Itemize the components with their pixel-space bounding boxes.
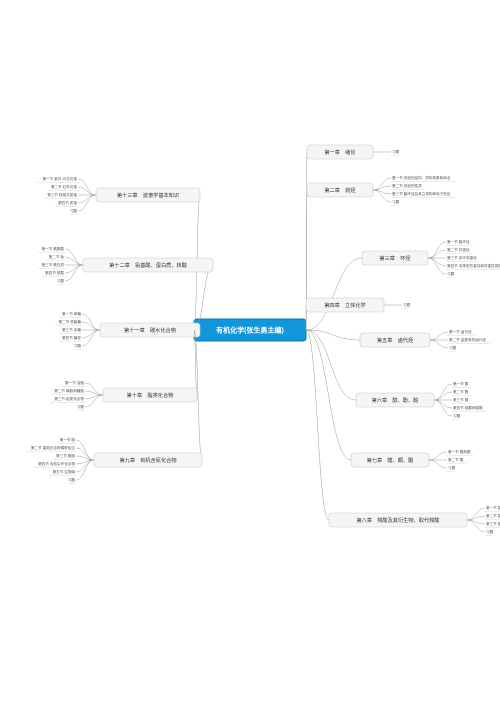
edge-chapter-to-leaf bbox=[65, 257, 83, 265]
leaf-label: 第三节 多糖 bbox=[62, 327, 81, 332]
chapter-label: 第五章 卤代烃 bbox=[377, 336, 413, 344]
chapter-label: 第三章 环烃 bbox=[379, 254, 410, 262]
leaf-label: 第一节 醛和酮 bbox=[448, 449, 471, 454]
chapter-label: 第十章 脂类化合物 bbox=[127, 391, 174, 399]
leaf-label: 第三节 取代羧酸 bbox=[486, 521, 500, 526]
leaf-label: 第二节 红外光谱 bbox=[51, 184, 78, 189]
leaf-label: 第四节 含氮杂环化合物 bbox=[38, 461, 75, 466]
leaf-label: 第三节 酰胺 bbox=[56, 453, 75, 458]
edge-chapter-to-leaf bbox=[82, 330, 100, 338]
leaf-label: 第三节 核磁共振谱 bbox=[47, 192, 77, 197]
leaf-label: 习题 bbox=[449, 345, 457, 350]
leaf-label: 习题 bbox=[74, 343, 82, 348]
leaf-label: 第四节 核酸 bbox=[45, 270, 64, 275]
leaf-label: 第一节 紫外-可见光谱 bbox=[42, 176, 77, 181]
leaf-label: 习题 bbox=[392, 199, 400, 204]
leaf-label: 第一节 烷烃的结构、异构现象和命名 bbox=[392, 175, 451, 180]
edge-chapter-to-leaf bbox=[429, 460, 447, 468]
leaf-label: 习题 bbox=[70, 208, 78, 213]
chapter-label: 第四章 立体化学 bbox=[324, 301, 366, 309]
edge-center-to-chapter bbox=[306, 330, 360, 340]
edge-chapter-to-leaf bbox=[65, 265, 83, 281]
leaf-label: 第一节 卤代烃 bbox=[449, 329, 472, 334]
leaf-label: 第四节 质谱 bbox=[58, 200, 77, 205]
chapter-label: 第六章 醇、酚、醚 bbox=[372, 396, 420, 404]
leaf-label: 第三节 蛋白质 bbox=[41, 262, 64, 267]
leaf-label: 习题 bbox=[486, 529, 494, 534]
edge-center-to-chapter bbox=[306, 330, 329, 520]
edge-chapter-to-leaf bbox=[65, 249, 83, 265]
leaf-label: 第四节 非苯型芳香烃和芳香性规则 bbox=[447, 263, 500, 268]
edge-chapter-to-leaf bbox=[82, 314, 100, 330]
leaf-label: 第二节 烷烃的性质 bbox=[392, 183, 422, 188]
edge-chapter-to-leaf bbox=[428, 258, 446, 266]
edge-chapter-to-leaf bbox=[78, 195, 96, 211]
edge-chapter-to-leaf bbox=[65, 265, 83, 273]
leaf-label: 第四节 硫醇和硫醚 bbox=[453, 405, 483, 410]
leaf-label: 第一节 醇 bbox=[453, 381, 469, 386]
leaf-label: 习题 bbox=[57, 278, 65, 283]
leaf-label: 第三节 醚 bbox=[453, 397, 469, 402]
leaf-label: 第一节 单糖 bbox=[62, 311, 81, 316]
leaf-label: 习题 bbox=[447, 271, 455, 276]
chapter-label: 第十三章 波谱学基本知识 bbox=[117, 191, 179, 199]
leaf-label: 习题 bbox=[68, 477, 76, 482]
edge-chapter-to-leaf bbox=[428, 242, 446, 258]
leaf-label: 习题 bbox=[392, 149, 400, 154]
center-label: 有机化学(张生勇主编) bbox=[216, 325, 284, 334]
leaf-label: 第五节 生物碱 bbox=[52, 469, 75, 474]
chapter-label: 第十一章 碳水化合物 bbox=[124, 326, 176, 334]
leaf-label: 第二节 金属有机卤代烃 bbox=[449, 337, 486, 342]
edge-chapter-to-leaf bbox=[78, 179, 96, 195]
edge-chapter-to-leaf bbox=[430, 340, 448, 348]
edge-chapter-to-leaf bbox=[82, 330, 100, 346]
edge-center-to-chapter bbox=[306, 258, 362, 330]
edge-center-to-chapter bbox=[306, 330, 351, 460]
chapter-label: 第八章 羧酸及其衍生物、取代羧酸 bbox=[356, 516, 440, 524]
leaf-label: 第二节 重氮化合物偶联反应 bbox=[31, 445, 76, 450]
chapter-label: 第九章 有机含氮化合物 bbox=[119, 456, 176, 464]
leaf-label: 第二节 酚 bbox=[453, 389, 469, 394]
leaf-label: 第一节 油脂 bbox=[65, 380, 84, 385]
leaf-label: 第三节 多环芳香烃 bbox=[447, 255, 477, 260]
edge-chapter-to-leaf bbox=[429, 452, 447, 460]
edge-chapter-to-leaf bbox=[82, 322, 100, 330]
leaf-label: 习题 bbox=[403, 302, 411, 307]
edge-chapter-to-leaf bbox=[76, 460, 94, 480]
leaf-label: 第三节 脂环烃及其立构构和电子效应 bbox=[392, 191, 451, 196]
leaf-label: 习题 bbox=[77, 404, 85, 409]
edge-chapter-to-leaf bbox=[428, 250, 446, 258]
edge-chapter-to-leaf bbox=[428, 258, 446, 274]
leaf-label: 第一节 羧酸 bbox=[486, 505, 500, 510]
chapter-label: 第十二章 氨基酸、蛋白质、核酸 bbox=[109, 261, 188, 269]
leaf-label: 第二节 醌 bbox=[448, 457, 464, 462]
leaf-label: 第一节 氨基酸 bbox=[41, 246, 64, 251]
chapter-label: 第一章 绪论 bbox=[324, 148, 356, 156]
leaf-label: 第四节 糖苷 bbox=[62, 335, 81, 340]
leaf-label: 习题 bbox=[453, 413, 461, 418]
edge-chapter-to-leaf bbox=[78, 187, 96, 195]
leaf-label: 第一节 脂环烃 bbox=[447, 239, 470, 244]
leaf-label: 第三节 萜类化合物 bbox=[54, 396, 84, 401]
edge-chapter-to-leaf bbox=[434, 384, 452, 400]
edge-chapter-to-leaf bbox=[430, 332, 448, 340]
edge-chapter-to-leaf bbox=[78, 195, 96, 203]
chapter-label: 第七章 醛、酮、醌 bbox=[367, 456, 415, 464]
edge-chapter-to-leaf bbox=[434, 400, 452, 408]
leaf-label: 第二节 肽 bbox=[49, 254, 65, 259]
edge-chapter-to-leaf bbox=[434, 400, 452, 416]
chapter-label: 第二章 烷烃 bbox=[324, 186, 355, 194]
leaf-label: 第二节 磷脂和糖脂 bbox=[54, 388, 84, 393]
edge-chapter-to-leaf bbox=[76, 440, 94, 460]
leaf-label: 第二节 低聚糖 bbox=[58, 319, 81, 324]
leaf-label: 第二节 芳香烃 bbox=[447, 247, 470, 252]
leaf-label: 第二节 羧酸衍生物 bbox=[486, 513, 500, 518]
leaf-label: 习题 bbox=[448, 465, 456, 470]
edge-chapter-to-leaf bbox=[434, 392, 452, 400]
leaf-label: 第一节 胺 bbox=[60, 437, 76, 442]
